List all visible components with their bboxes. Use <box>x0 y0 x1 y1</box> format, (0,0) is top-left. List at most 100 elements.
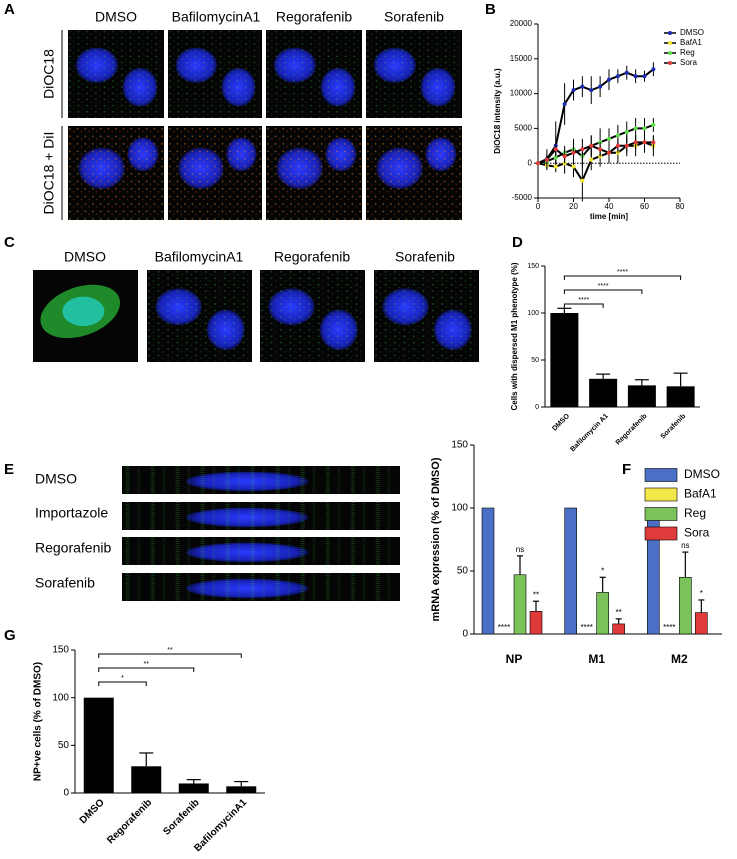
y-tick-label: 0 <box>63 788 69 799</box>
significance-bracket <box>563 289 643 294</box>
x-tick-label: 40 <box>605 202 614 211</box>
legend-label: DMSO <box>680 28 704 37</box>
legend-swatch <box>644 507 678 521</box>
micrograph <box>266 126 362 220</box>
point <box>651 122 656 127</box>
legend-marker <box>668 61 672 65</box>
point <box>598 84 603 89</box>
significance-bracket <box>563 303 604 308</box>
micrograph <box>266 30 362 118</box>
point <box>571 164 576 169</box>
y-tick-label: 150 <box>52 645 69 656</box>
panel-label: A <box>4 1 15 18</box>
y-tick-label: 100 <box>527 310 539 317</box>
point <box>589 143 594 148</box>
significance-label: **** <box>663 623 675 632</box>
bar <box>666 386 695 407</box>
bar <box>589 378 618 407</box>
column-header: Sorafenib <box>384 9 444 25</box>
y-tick-label: 100 <box>451 503 468 514</box>
point <box>624 70 629 75</box>
panel-label: G <box>4 627 16 644</box>
legend-label: Reg <box>680 48 695 57</box>
micrograph <box>122 573 400 601</box>
bar <box>679 576 692 635</box>
x-tick-label: Regorafenib <box>105 797 154 846</box>
row-label: DMSO <box>35 471 77 487</box>
y-tick-label: 0 <box>462 629 468 640</box>
panel-label: B <box>485 1 496 18</box>
point <box>633 126 638 131</box>
significance-label: ** <box>167 647 173 654</box>
micrograph <box>122 502 400 530</box>
point <box>544 157 549 162</box>
x-tick-label: Regorafenib <box>615 413 649 447</box>
significance-label: **** <box>598 283 609 290</box>
point <box>642 126 647 131</box>
legend-label: BafA1 <box>684 487 717 501</box>
significance-bracket <box>98 667 195 672</box>
legend-swatch <box>644 487 678 502</box>
micrograph <box>68 30 164 118</box>
micrograph <box>122 466 400 494</box>
point <box>589 157 594 162</box>
y-axis-label: mRNA expression (% of DMSO) <box>430 457 442 621</box>
y-axis-label: DiOC18 intensity (a.u.) <box>493 68 502 154</box>
point <box>624 143 629 148</box>
panel-label: C <box>4 234 15 251</box>
y-tick-label: 50 <box>58 740 70 751</box>
column-header: Regorafenib <box>274 249 350 265</box>
micrograph <box>260 270 365 362</box>
x-tick-label: 0 <box>536 202 541 211</box>
bar <box>612 623 625 635</box>
significance-label: **** <box>617 269 628 276</box>
bar <box>178 783 209 793</box>
bar <box>226 786 257 793</box>
point <box>633 74 638 79</box>
y-tick-label: 10000 <box>510 89 533 98</box>
panel-label: E <box>4 461 14 478</box>
bar <box>596 592 609 635</box>
legend-marker <box>668 31 672 35</box>
point <box>562 154 567 159</box>
micrograph <box>366 126 462 220</box>
column-header: DMSO <box>64 249 106 265</box>
point <box>651 140 656 145</box>
significance-label: * <box>700 589 703 598</box>
bar <box>627 385 656 407</box>
point <box>553 147 558 152</box>
y-tick-label: 50 <box>457 566 469 577</box>
legend-label: Sora <box>684 526 710 540</box>
point <box>615 133 620 138</box>
x-axis-label: time [min] <box>590 212 629 221</box>
legend-label: Sora <box>680 58 697 67</box>
column-header: BafilomycinA1 <box>155 249 244 265</box>
x-tick-label: 60 <box>640 202 649 211</box>
y-axis-label: NP+ve cells (% of DMSO) <box>33 662 44 781</box>
point <box>553 164 558 169</box>
point <box>553 155 558 160</box>
micrograph <box>33 270 138 362</box>
point <box>571 88 576 93</box>
row-label: DiOC18 + DiI <box>41 132 57 215</box>
legend-label: BafA1 <box>680 38 702 47</box>
legend-label: DMSO <box>684 467 720 481</box>
micrograph <box>374 270 479 362</box>
column-header: DMSO <box>95 9 137 25</box>
point <box>607 77 611 82</box>
point <box>615 143 620 148</box>
bar <box>513 574 527 635</box>
row-label: Regorafenib <box>35 540 111 556</box>
bar <box>550 313 579 407</box>
significance-label: ns <box>516 545 524 554</box>
micrograph <box>147 270 252 362</box>
legend-marker <box>668 51 672 55</box>
bar <box>481 507 495 635</box>
point <box>642 74 647 79</box>
bar <box>695 612 708 635</box>
point <box>580 147 585 152</box>
row-label: Importazole <box>35 505 108 521</box>
point <box>651 67 656 72</box>
micrograph <box>168 30 262 118</box>
point <box>607 150 611 155</box>
